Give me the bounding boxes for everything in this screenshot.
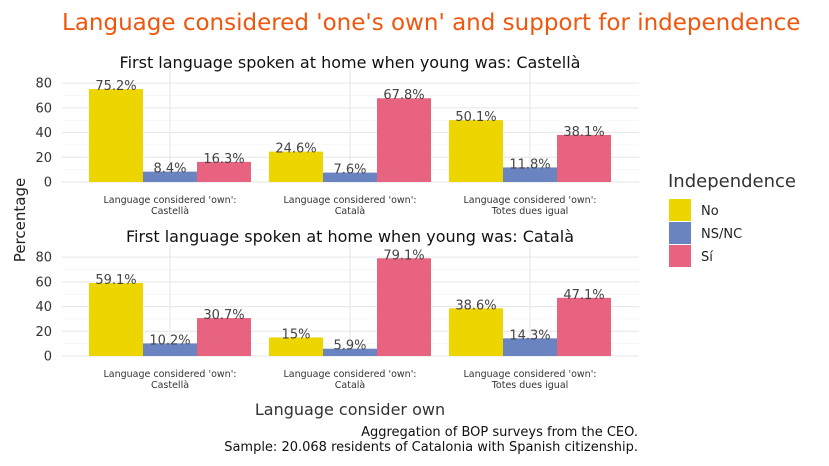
data-label: 10.2%	[149, 333, 190, 348]
x-tick-label: Language considered 'own':	[463, 369, 596, 380]
bar-ns-nc	[323, 172, 377, 182]
bar-ns-nc	[143, 171, 197, 182]
y-tick-label: 40	[35, 300, 52, 315]
data-label: 5.9%	[333, 339, 366, 354]
panels: First language spoken at home when young…	[35, 53, 639, 391]
data-label: 30.7%	[203, 308, 244, 323]
data-label: 15%	[282, 327, 311, 342]
data-label: 14.3%	[509, 328, 550, 343]
x-tick-label: Language considered 'own':	[103, 195, 236, 206]
bar-no	[269, 337, 323, 356]
bar-no	[449, 308, 503, 356]
bar-no	[89, 89, 143, 182]
x-axis-label: Language consider own	[255, 400, 445, 419]
bar-s-	[197, 318, 251, 356]
bar-no	[269, 151, 323, 182]
caption-line-2: Sample: 20.068 residents of Catalonia wi…	[224, 440, 638, 455]
bar-s-	[377, 98, 431, 182]
y-tick-label: 80	[35, 251, 52, 266]
facet-panel-2: First language spoken at home when young…	[35, 227, 639, 391]
data-label: 50.1%	[455, 110, 496, 125]
x-tick-label: Language considered 'own':	[103, 369, 236, 380]
x-tick-label: Castellà	[151, 206, 189, 217]
data-label: 38.6%	[455, 298, 496, 313]
data-label: 47.1%	[563, 288, 604, 303]
facet-title: First language spoken at home when young…	[126, 227, 574, 246]
y-tick-label: 60	[35, 101, 52, 116]
facet-panel-1: First language spoken at home when young…	[35, 53, 639, 217]
bar-no	[449, 120, 503, 182]
y-tick-label: 20	[35, 151, 52, 166]
bar-s-	[377, 258, 431, 356]
legend-label: NS/NC	[701, 227, 742, 242]
data-label: 67.8%	[383, 88, 424, 103]
y-tick-label: 0	[44, 350, 52, 365]
x-tick-label: Català	[335, 206, 365, 217]
legend-label: No	[701, 204, 719, 219]
data-label: 7.6%	[333, 163, 366, 178]
y-axis-label: Percentage	[11, 178, 29, 262]
legend: No NS/NC Sí	[669, 199, 742, 267]
data-label: 59.1%	[95, 273, 136, 288]
caption-line-1: Aggregation of BOP surveys from the CEO.	[361, 425, 638, 440]
y-tick-label: 60	[35, 275, 52, 290]
bar-no	[89, 282, 143, 356]
data-label: 75.2%	[95, 79, 136, 94]
x-tick-label: Català	[335, 380, 365, 391]
x-tick-label: Castellà	[151, 380, 189, 391]
bar-ns-nc	[503, 167, 557, 182]
bar-s-	[557, 134, 611, 182]
x-tick-label: Totes dues igual	[491, 206, 569, 217]
facet-title: First language spoken at home when young…	[120, 53, 581, 72]
bar-ns-nc	[323, 348, 377, 356]
bar-s-	[557, 297, 611, 356]
data-label: 8.4%	[153, 162, 186, 177]
y-tick-label: 0	[44, 176, 52, 191]
data-label: 38.1%	[563, 125, 604, 140]
x-tick-label: Language considered 'own':	[283, 369, 416, 380]
data-label: 16.3%	[203, 152, 244, 167]
data-label: 79.1%	[383, 248, 424, 263]
data-label: 11.8%	[509, 157, 550, 172]
y-tick-label: 20	[35, 325, 52, 340]
legend-swatch	[669, 222, 691, 244]
legend-swatch	[669, 199, 691, 221]
y-tick-label: 80	[35, 77, 52, 92]
x-tick-label: Totes dues igual	[491, 380, 569, 391]
x-tick-label: Language considered 'own':	[463, 195, 596, 206]
x-tick-label: Language considered 'own':	[283, 195, 416, 206]
legend-label: Sí	[701, 250, 713, 265]
data-label: 24.6%	[275, 142, 316, 157]
bar-ns-nc	[503, 338, 557, 356]
bar-ns-nc	[143, 343, 197, 356]
legend-title: Independence	[668, 171, 796, 192]
y-tick-label: 40	[35, 126, 52, 141]
legend-swatch	[669, 245, 691, 267]
main-title: Language considered 'one's own' and supp…	[62, 10, 800, 36]
bar-s-	[197, 161, 251, 182]
